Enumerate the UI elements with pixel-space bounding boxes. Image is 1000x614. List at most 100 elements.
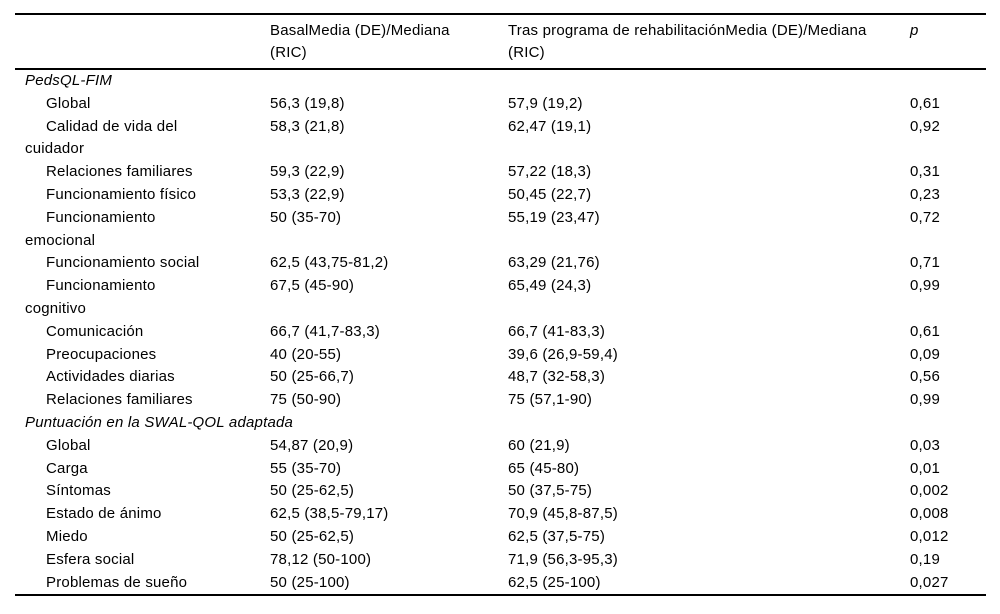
table-row: Relaciones familiares 75 (50-90) 75 (57,1-…: [15, 389, 986, 412]
row-label: Síntomas: [46, 482, 111, 500]
post-rehab-value: 65,49 (24,3): [508, 277, 592, 295]
p-value: 0,71: [910, 254, 940, 272]
basal-value: 56,3 (19,8): [270, 94, 345, 112]
header-row: BasalMedia (DE)/Mediana (RIC) Tras progr…: [15, 14, 986, 70]
p-value: 0,09: [910, 345, 940, 363]
table-row: Funcionamiento cognitivo 67,5 (45-90) 65,4…: [15, 275, 986, 321]
basal-value: 59,3 (22,9): [270, 163, 345, 181]
table-body: PedsQL-FIM Global 56,3 (19,8) 57,9 (19,2) 0,…: [15, 69, 986, 595]
basal-value: 62,5 (43,75-81,2): [270, 254, 389, 272]
basal-value: 75 (50-90): [270, 391, 342, 409]
post-rehab-value: 57,9 (19,2): [508, 94, 583, 112]
post-rehab-value: 50 (37,5-75): [508, 482, 593, 500]
post-rehab-value: 63,29 (21,76): [508, 254, 600, 272]
row-label: Carga: [46, 459, 88, 477]
basal-value: 50 (25-66,7): [270, 368, 355, 386]
row-label: Preocupaciones: [46, 345, 157, 363]
basal-value: 62,5 (38,5-79,17): [270, 505, 389, 523]
post-rehab-value: 62,47 (19,1): [508, 117, 592, 135]
post-rehab-value: 66,7 (41-83,3): [508, 322, 606, 340]
row-label: Actividades diarias: [46, 368, 175, 386]
post-rehab-value: 50,45 (22,7): [508, 185, 592, 203]
row-label: Miedo: [46, 527, 88, 545]
row-label: Funcionamiento cognitivo: [25, 277, 156, 317]
table-row: Calidad de vida del cuidador 58,3 (21,8) 6…: [15, 116, 986, 162]
results-table: BasalMedia (DE)/Mediana (RIC) Tras progr…: [15, 13, 986, 597]
table-row: Funcionamiento emocional 50 (35-70) 55,19 …: [15, 207, 986, 253]
post-rehab-value: 70,9 (45,8-87,5): [508, 505, 618, 523]
table-row: Global 56,3 (19,8) 57,9 (19,2) 0,61: [15, 93, 986, 116]
results-table-container: BasalMedia (DE)/Mediana (RIC) Tras progr…: [15, 13, 986, 597]
header-post-rehab: Tras programa de rehabilitaciónMedia (DE…: [508, 14, 910, 70]
row-label: Funcionamiento emocional: [25, 208, 156, 249]
p-value: 0,99: [910, 277, 940, 295]
p-value: 0,012: [910, 527, 949, 545]
p-value: 0,19: [910, 550, 940, 568]
basal-value: 50 (25-62,5): [270, 482, 355, 500]
row-label: Esfera social: [46, 550, 135, 568]
post-rehab-value: 39,6 (26,9-59,4): [508, 345, 618, 363]
p-value: 0,56: [910, 368, 940, 386]
table-row: Estado de ánimo 62,5 (38,5-79,17) 70,9 (45…: [15, 503, 986, 526]
p-value: 0,99: [910, 391, 940, 409]
basal-value: 50 (25-100): [270, 573, 350, 591]
table-row: Actividades diarias 50 (25-66,7) 48,7 (32-…: [15, 366, 986, 389]
p-value: 0,027: [910, 573, 949, 591]
basal-value: 67,5 (45-90): [270, 277, 355, 295]
table-row: Carga 55 (35-70) 65 (45-80) 0,01: [15, 458, 986, 481]
row-label: Relaciones familiares: [46, 163, 193, 181]
row-label: Calidad de vida del cuidador: [25, 117, 178, 158]
row-label: Global: [46, 94, 91, 112]
table-row: Preocupaciones 40 (20-55) 39,6 (26,9-59,4)…: [15, 344, 986, 367]
table-row: Funcionamiento físico 53,3 (22,9) 50,45 (2…: [15, 184, 986, 207]
post-rehab-value: 62,5 (37,5-75): [508, 527, 606, 545]
basal-value: 50 (25-62,5): [270, 527, 355, 545]
p-value: 0,23: [910, 185, 940, 203]
table-row: Problemas de sueño 50 (25-100) 62,5 (25-10…: [15, 572, 986, 596]
table-row: Miedo 50 (25-62,5) 62,5 (37,5-75) 0,012: [15, 526, 986, 549]
basal-value: 78,12 (50-100): [270, 550, 372, 568]
post-rehab-value: 62,5 (25-100): [508, 573, 601, 591]
header-row-label: [15, 14, 270, 70]
basal-value: 55 (35-70): [270, 459, 342, 477]
section-label: PedsQL-FIM: [25, 72, 113, 89]
p-value: 0,61: [910, 322, 940, 340]
p-value: 0,61: [910, 94, 940, 112]
basal-value: 66,7 (41,7-83,3): [270, 322, 380, 340]
basal-value: 58,3 (21,8): [270, 117, 345, 135]
header-p-value: p: [910, 14, 986, 70]
row-label: Problemas de sueño: [46, 573, 188, 591]
row-label: Global: [46, 436, 91, 454]
basal-value: 54,87 (20,9): [270, 436, 354, 454]
section-row: Puntuación en la SWAL-QOL adaptada: [15, 412, 986, 435]
post-rehab-value: 57,22 (18,3): [508, 163, 592, 181]
table-row: Relaciones familiares 59,3 (22,9) 57,22 (1…: [15, 161, 986, 184]
row-label: Comunicación: [46, 322, 144, 340]
post-rehab-value: 71,9 (56,3-95,3): [508, 550, 618, 568]
basal-value: 50 (35-70): [270, 208, 342, 226]
basal-value: 40 (20-55): [270, 345, 342, 363]
header-basal: BasalMedia (DE)/Mediana (RIC): [270, 14, 508, 70]
row-label: Funcionamiento social: [46, 254, 200, 272]
table-row: Global 54,87 (20,9) 60 (21,9) 0,03: [15, 435, 986, 458]
row-label: Funcionamiento físico: [46, 185, 197, 203]
p-value: 0,002: [910, 482, 949, 500]
p-value: 0,03: [910, 436, 940, 454]
post-rehab-value: 55,19 (23,47): [508, 208, 600, 226]
table-row: Esfera social 78,12 (50-100) 71,9 (56,3-95…: [15, 549, 986, 572]
post-rehab-value: 65 (45-80): [508, 459, 580, 477]
basal-value: 53,3 (22,9): [270, 185, 345, 203]
post-rehab-value: 75 (57,1-90): [508, 391, 593, 409]
post-rehab-value: 60 (21,9): [508, 436, 570, 454]
table-row: Síntomas 50 (25-62,5) 50 (37,5-75) 0,002: [15, 480, 986, 503]
p-value: 0,31: [910, 163, 940, 181]
post-rehab-value: 48,7 (32-58,3): [508, 368, 606, 386]
row-label: Estado de ánimo: [46, 505, 162, 523]
table-row: Comunicación 66,7 (41,7-83,3) 66,7 (41-83,…: [15, 321, 986, 344]
p-value: 0,01: [910, 459, 940, 477]
section-row: PedsQL-FIM: [15, 69, 986, 93]
p-value: 0,008: [910, 505, 949, 523]
p-value: 0,72: [910, 208, 940, 226]
section-label: Puntuación en la SWAL-QOL adaptada: [25, 413, 294, 431]
